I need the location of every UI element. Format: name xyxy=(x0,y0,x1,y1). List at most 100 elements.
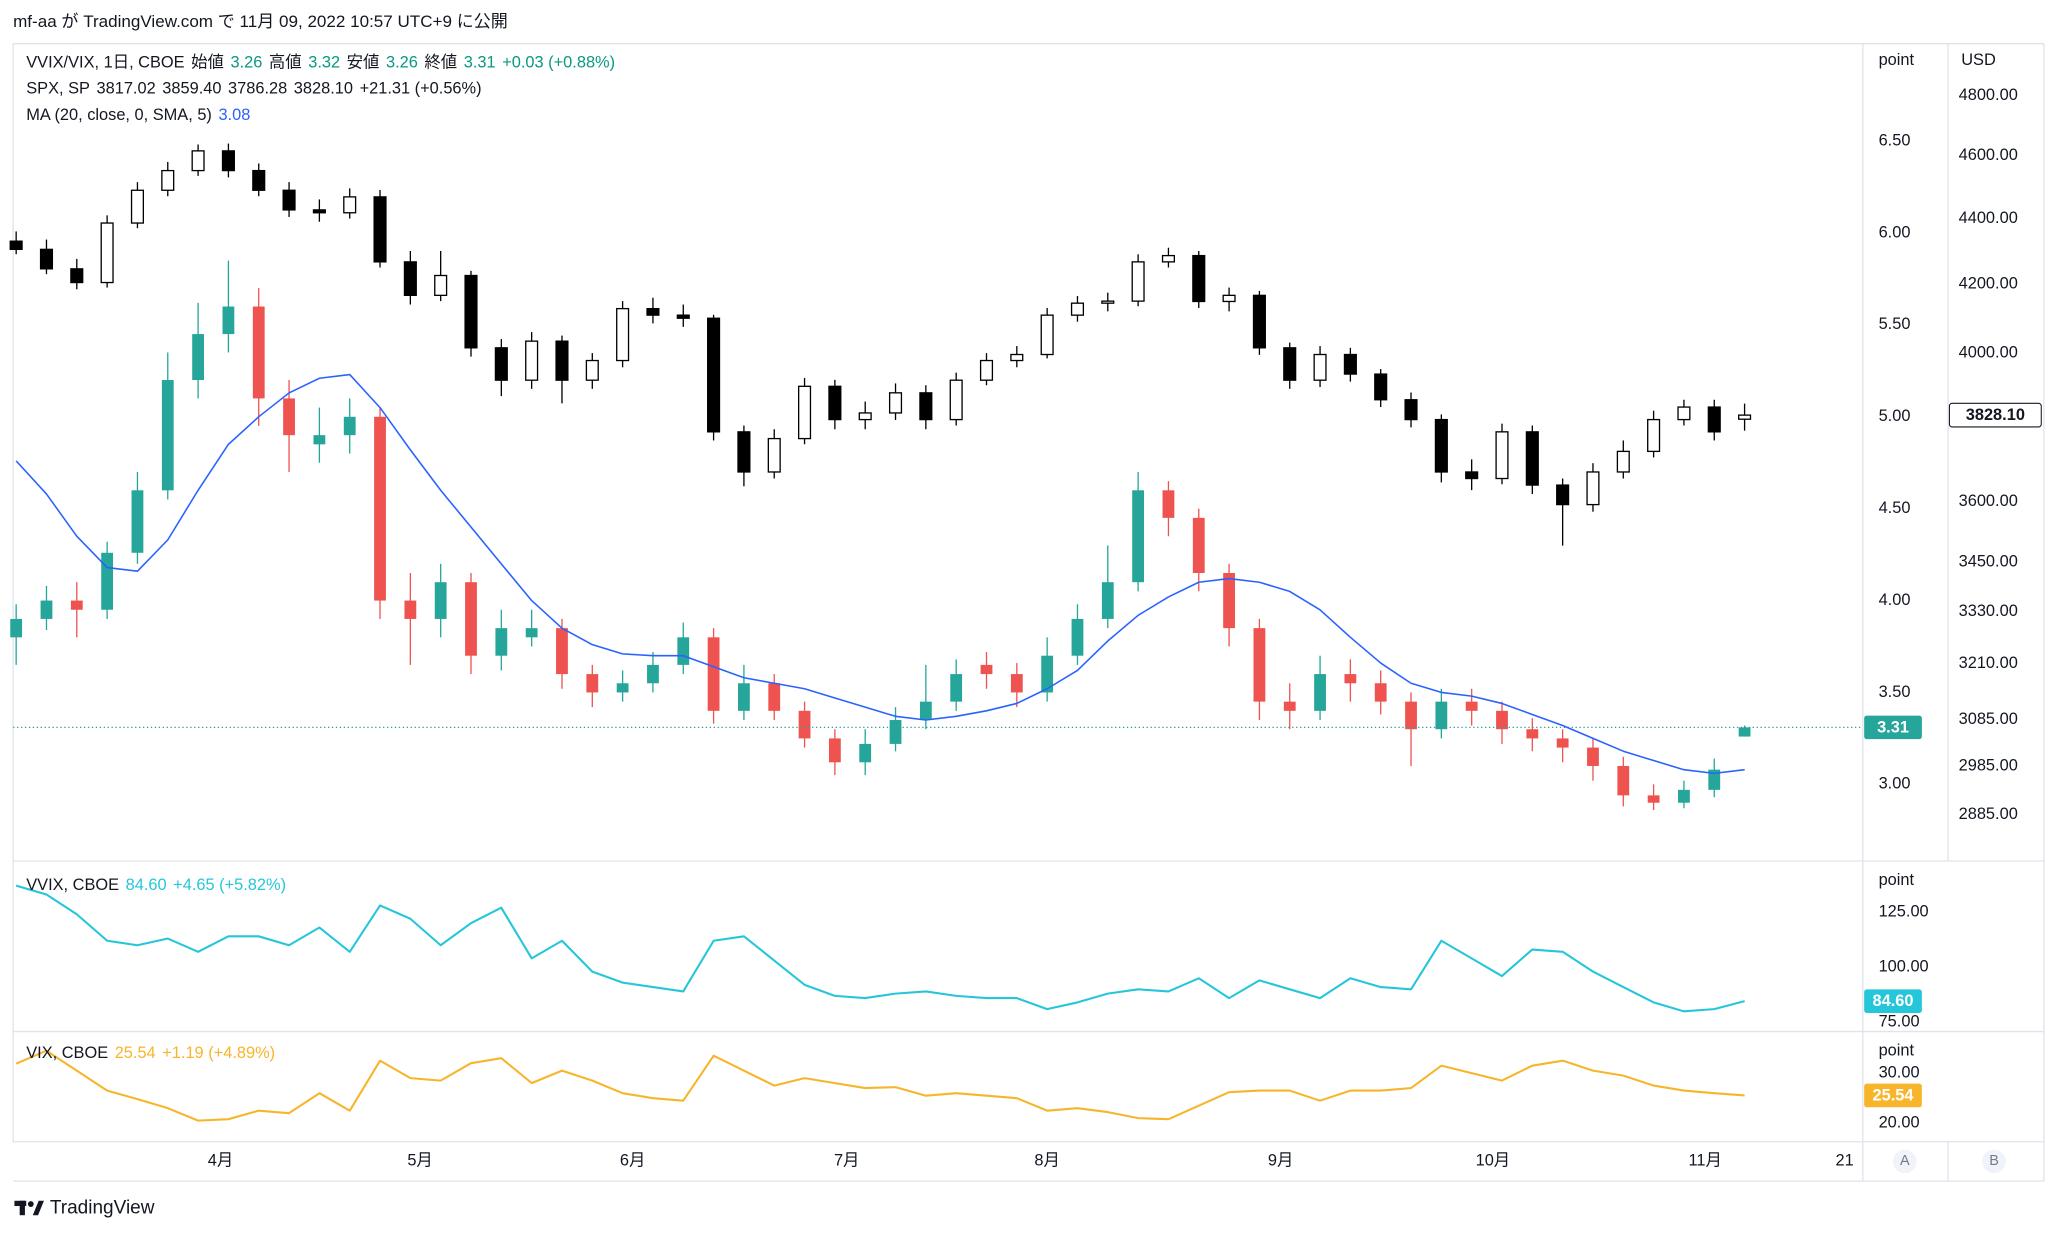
candle-body xyxy=(677,637,690,665)
y-tick-label: 100.00 xyxy=(1879,958,1929,976)
frame xyxy=(12,43,2045,1182)
legend-line: VVIX/VIX, 1日, CBOE 始値 3.26 高値 3.32 安値 3.26 終値 3.… xyxy=(26,54,615,72)
button-label[interactable]: A xyxy=(1900,1153,1910,1169)
candle-body xyxy=(1616,450,1630,473)
candle-body xyxy=(1708,769,1721,790)
y2-tick-label: 4000.00 xyxy=(1959,343,2018,361)
candle-body xyxy=(1647,795,1660,803)
candle-body xyxy=(919,701,932,721)
candle-body xyxy=(798,710,811,739)
candle-body xyxy=(889,720,902,744)
button-a[interactable]: A xyxy=(1893,1149,1917,1174)
candle-body xyxy=(495,628,508,656)
legend-text: 終値 xyxy=(424,54,457,72)
legend-text: MA (20, close, 0, SMA, 5) xyxy=(26,106,212,124)
legend-text: VIX, CBOE xyxy=(26,1044,108,1062)
candle-body xyxy=(980,664,993,675)
candle-body xyxy=(1587,747,1599,766)
candle-body xyxy=(404,600,417,619)
candle-body xyxy=(100,222,114,284)
candle-body xyxy=(1405,701,1417,730)
candle-body xyxy=(1435,701,1448,730)
y-axis-title: point xyxy=(1879,871,1915,889)
candle-body xyxy=(403,261,417,297)
y-tick-label: 6.50 xyxy=(1879,131,1911,149)
candle-body xyxy=(1253,628,1266,702)
candle-body xyxy=(586,674,599,693)
candle-body xyxy=(1647,418,1661,453)
y2-tick-label: 2985.00 xyxy=(1959,757,2018,775)
candle-body xyxy=(1526,729,1539,739)
price-tag-label: 84.60 xyxy=(1873,992,1914,1010)
candle-body xyxy=(343,196,357,214)
candle-body xyxy=(707,317,721,433)
candle-body xyxy=(1192,254,1206,303)
price-tag xyxy=(1948,402,2042,428)
candle-body xyxy=(9,240,23,251)
candle-body xyxy=(221,150,235,172)
legend-text: 3.08 xyxy=(218,106,250,124)
legend-text: +21.31 (+0.56%) xyxy=(360,80,482,98)
y-tick-label: 6.00 xyxy=(1879,223,1911,241)
legend-line: SPX, SP 3817.02 3859.40 3786.28 3828.10 +21.3… xyxy=(26,80,481,98)
candle-body xyxy=(1738,414,1752,420)
x-tick-label: 9月 xyxy=(1268,1152,1293,1170)
logo-part xyxy=(32,1200,44,1216)
line-series xyxy=(15,373,1745,775)
y2-tick-label: 3210.00 xyxy=(1959,654,2018,672)
candle-body xyxy=(10,618,23,638)
button-b[interactable]: B xyxy=(1982,1149,2006,1174)
candle-body xyxy=(1495,431,1509,480)
candle-body xyxy=(1071,618,1084,656)
y-tick-label: 20.00 xyxy=(1879,1113,1920,1131)
button-bg[interactable] xyxy=(1982,1149,2006,1174)
candle-body xyxy=(828,385,842,421)
candle-body xyxy=(738,683,750,711)
y2-tick-label: 3085.00 xyxy=(1959,710,2018,728)
price-tag xyxy=(1864,1083,1922,1108)
candle-body xyxy=(1586,471,1600,506)
y-tick-label: 4.50 xyxy=(1879,499,1911,517)
candle-body xyxy=(1010,674,1023,693)
candle-body xyxy=(494,347,508,381)
candle-body xyxy=(616,683,629,693)
candle-body xyxy=(1010,353,1024,362)
y2-tick-label: 3450.00 xyxy=(1959,552,2018,570)
candle-body xyxy=(373,196,387,263)
candle-body xyxy=(252,306,265,399)
candle-body xyxy=(737,431,751,473)
candle-body xyxy=(1344,674,1357,684)
legend-text: 3859.40 xyxy=(162,80,221,98)
price-tag-label: 25.54 xyxy=(1873,1086,1915,1104)
candle-body xyxy=(222,306,235,335)
candle-body xyxy=(616,307,630,362)
candle-body xyxy=(1041,655,1054,693)
line-series xyxy=(15,884,1745,1013)
y2-tick-label: 3330.00 xyxy=(1959,602,2018,620)
candle-body xyxy=(283,398,295,436)
series-line xyxy=(15,884,1745,1013)
candle-body xyxy=(1496,710,1508,730)
y2-tick-label: 4600.00 xyxy=(1959,146,2018,164)
candle-body xyxy=(647,664,659,684)
x-tick-label: 10月 xyxy=(1476,1152,1511,1170)
candle-body xyxy=(1374,683,1387,702)
button-bg[interactable] xyxy=(1893,1149,1917,1174)
button-label[interactable]: B xyxy=(1989,1153,1999,1169)
x-tick-label: 8月 xyxy=(1034,1152,1059,1170)
candle-body xyxy=(1465,471,1479,480)
candle-body xyxy=(1314,674,1326,711)
candle-body xyxy=(130,189,145,224)
candle-body xyxy=(646,307,660,316)
candle-body xyxy=(192,334,204,381)
candle-body xyxy=(1283,347,1297,381)
candle-body xyxy=(191,150,205,172)
y-axis-title: point xyxy=(1879,1042,1915,1060)
x-tick-label: 5月 xyxy=(407,1152,432,1170)
y2-tick-label: 4400.00 xyxy=(1959,209,2018,227)
candle-body xyxy=(767,437,781,473)
legend-text: 3786.28 xyxy=(228,80,287,98)
legend-text: 3.31 xyxy=(464,54,496,72)
